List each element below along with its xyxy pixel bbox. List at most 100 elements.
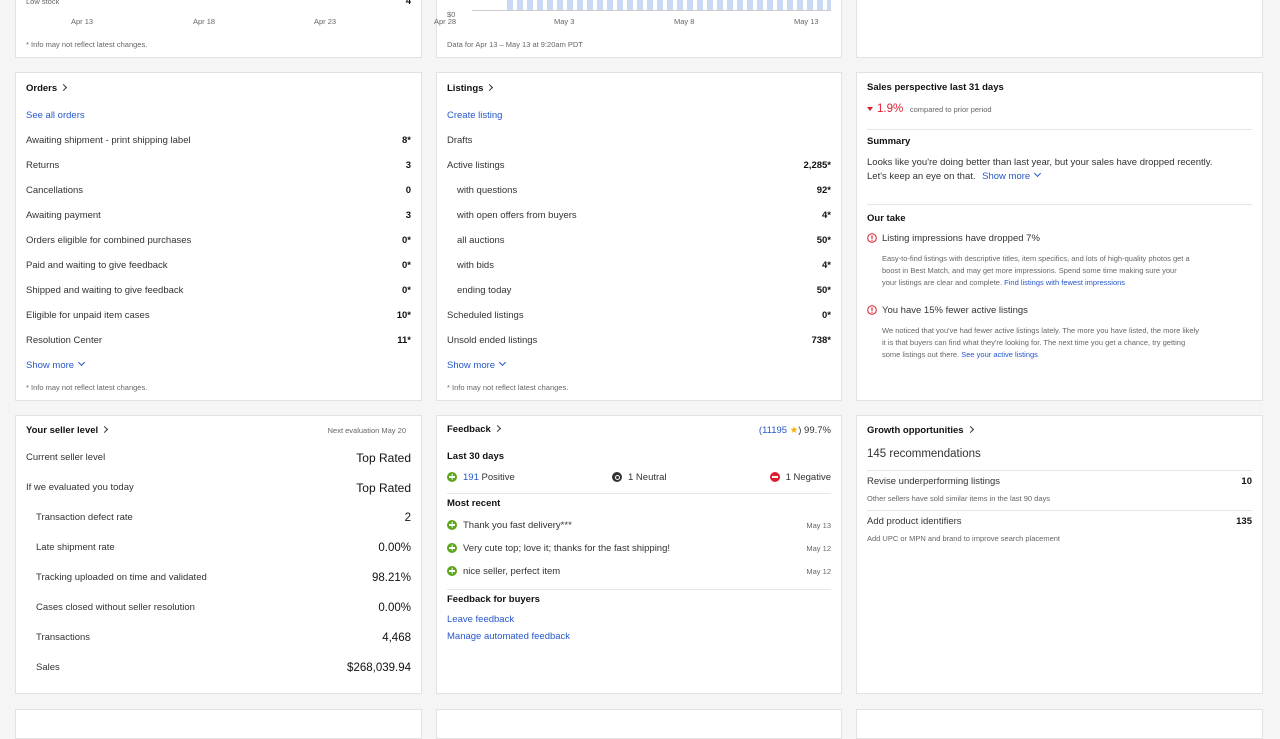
positive-count[interactable]: 191: [463, 472, 479, 483]
summary-title: Summary: [867, 136, 911, 147]
row-value: 2: [404, 512, 411, 524]
score-count: (11195: [758, 425, 788, 436]
row[interactable]: Transactions 4,468: [36, 632, 411, 644]
recent-date: May 12: [806, 544, 831, 553]
show-more[interactable]: Show more: [982, 171, 1031, 182]
row[interactable]: with bids 4*: [457, 260, 831, 272]
row[interactable]: with questions 92*: [457, 185, 831, 197]
listings-panel: Listings Create listing Drafts Show more…: [436, 72, 842, 401]
divider: [447, 493, 831, 494]
row[interactable]: with open offers from buyers 4*: [457, 210, 831, 222]
x-label: Apr 13: [71, 17, 94, 26]
take-item-title: Listing impressions have dropped 7%: [867, 233, 1040, 245]
row-label: with open offers from buyers: [457, 210, 577, 221]
title[interactable]: Listings: [447, 83, 494, 95]
neutral: 1 Neutral: [612, 472, 667, 484]
row-label: Awaiting payment: [26, 210, 101, 221]
take-title-text: Listing impressions have dropped 7%: [882, 233, 1040, 244]
take-item-title: You have 15% fewer active listings: [867, 305, 1028, 317]
perspective-panel: Sales perspective last 31 days 1.9% comp…: [856, 72, 1263, 401]
row[interactable]: Resolution Center 11*: [26, 335, 411, 347]
row[interactable]: Sales $268,039.94: [36, 662, 411, 674]
row-label: all auctions: [457, 235, 505, 246]
row-value: 11*: [397, 335, 411, 346]
recent-row[interactable]: Thank you fast delivery*** May 13: [447, 520, 831, 532]
row[interactable]: Revise underperforming listings 10: [867, 476, 1252, 488]
row[interactable]: Paid and waiting to give feedback 0*: [26, 260, 411, 272]
score[interactable]: (11195 ★) 99.7%: [758, 425, 831, 436]
row-value: 4*: [822, 260, 831, 271]
row[interactable]: Tracking uploaded on time and validated 9…: [36, 572, 411, 584]
line-text: boost in Best Match, and may get more im…: [882, 266, 1177, 275]
row[interactable]: Active listings 2,285*: [447, 160, 831, 172]
row-label: with questions: [457, 185, 518, 196]
drafts[interactable]: Drafts: [447, 135, 473, 146]
row[interactable]: Scheduled listings 0*: [447, 310, 831, 322]
take-link[interactable]: Find listings with fewest impressions: [1004, 278, 1126, 287]
buyers-link[interactable]: Leave feedback: [447, 614, 515, 625]
row[interactable]: Awaiting shipment - print shipping label…: [26, 135, 411, 147]
positive: 191 Positive: [447, 472, 515, 484]
row[interactable]: Current seller level Top Rated: [26, 452, 411, 464]
title: Sales perspective last 31 days: [867, 82, 1004, 93]
title[interactable]: Feedback: [447, 424, 501, 436]
row-value: 3: [405, 210, 411, 221]
line-text: some listings out there.: [882, 350, 960, 359]
recent-row[interactable]: nice seller, perfect item May 12: [447, 566, 831, 578]
recent-row[interactable]: Very cute top; love it; thanks for the f…: [447, 543, 831, 555]
show-more-text: Show more: [447, 360, 496, 371]
row[interactable]: Cases closed without seller resolution 0.…: [36, 602, 411, 614]
x-label: Apr 28: [434, 17, 457, 26]
baseline: [472, 10, 831, 11]
row[interactable]: Cancellations 0: [26, 185, 411, 197]
row[interactable]: Eligible for unpaid item cases 10*: [26, 310, 411, 322]
take-link[interactable]: See your active listings: [961, 350, 1038, 359]
row[interactable]: Unsold ended listings 738*: [447, 335, 831, 347]
divider: [867, 510, 1252, 511]
row[interactable]: Shipped and waiting to give feedback 0*: [26, 285, 411, 297]
row[interactable]: Returns 3: [26, 160, 411, 172]
row[interactable]: Transaction defect rate 2: [36, 512, 411, 524]
row-value: 92*: [816, 185, 831, 196]
show-more[interactable]: Show more: [447, 358, 507, 372]
row-value: 0.00%: [378, 542, 411, 554]
row-value: 0: [405, 185, 411, 196]
row-label: Revise underperforming listings: [867, 476, 1001, 487]
summary-line: Let's keep an eye on that. Show more: [867, 169, 1042, 183]
row-value: 50*: [816, 285, 831, 296]
positive-label: Positive: [481, 472, 515, 483]
recent-title: Most recent: [447, 498, 501, 509]
link[interactable]: See all orders: [26, 110, 85, 121]
row-label: Eligible for unpaid item cases: [26, 310, 150, 321]
title[interactable]: Your seller level: [26, 425, 109, 437]
row[interactable]: all auctions 50*: [457, 235, 831, 247]
title-text: Feedback: [447, 424, 491, 435]
sales-chart-panel: $0 Apr 13 Apr 18 Apr 23 Apr 28 May 3 May 8 May…: [71, 0, 842, 58]
link[interactable]: Create listing: [447, 110, 503, 121]
row[interactable]: Late shipment rate 0.00%: [36, 542, 411, 554]
x-label: Apr 23: [314, 17, 337, 26]
negative: 1 Negative: [769, 472, 831, 484]
buyers-link[interactable]: Manage automated feedback: [447, 631, 571, 642]
row-label: Cancellations: [26, 185, 84, 196]
label: Low stock: [26, 0, 60, 6]
row[interactable]: ending today 50*: [457, 285, 831, 297]
neutral-label: 1 Neutral: [628, 472, 667, 483]
row[interactable]: Orders eligible for combined purchases 0*: [26, 235, 411, 247]
negative-label: 1 Negative: [785, 472, 831, 483]
summary-text: Let's keep an eye on that.: [867, 171, 976, 182]
line-text: Easy-to-find listings with descriptive t…: [882, 254, 1190, 263]
take-title: Our take: [867, 213, 906, 224]
take-item-line: boost in Best Match, and may get more im…: [882, 265, 1177, 277]
feedback-panel: Feedback (11195 ★) 99.7% Last 30 days 19…: [436, 415, 842, 694]
show-more[interactable]: Show more: [26, 358, 86, 372]
row[interactable]: If we evaluated you today Top Rated: [26, 482, 411, 494]
title[interactable]: Orders: [26, 83, 68, 95]
row-value: Top Rated: [356, 451, 411, 465]
row[interactable]: Awaiting payment 3: [26, 210, 411, 222]
take-item-line: it is that buyers can find what they're …: [882, 337, 1185, 349]
row-label: Transactions: [36, 632, 91, 643]
row[interactable]: Add product identifiers 135: [867, 516, 1252, 528]
title[interactable]: Growth opportunities: [867, 425, 974, 437]
row-value: 0*: [402, 235, 411, 246]
